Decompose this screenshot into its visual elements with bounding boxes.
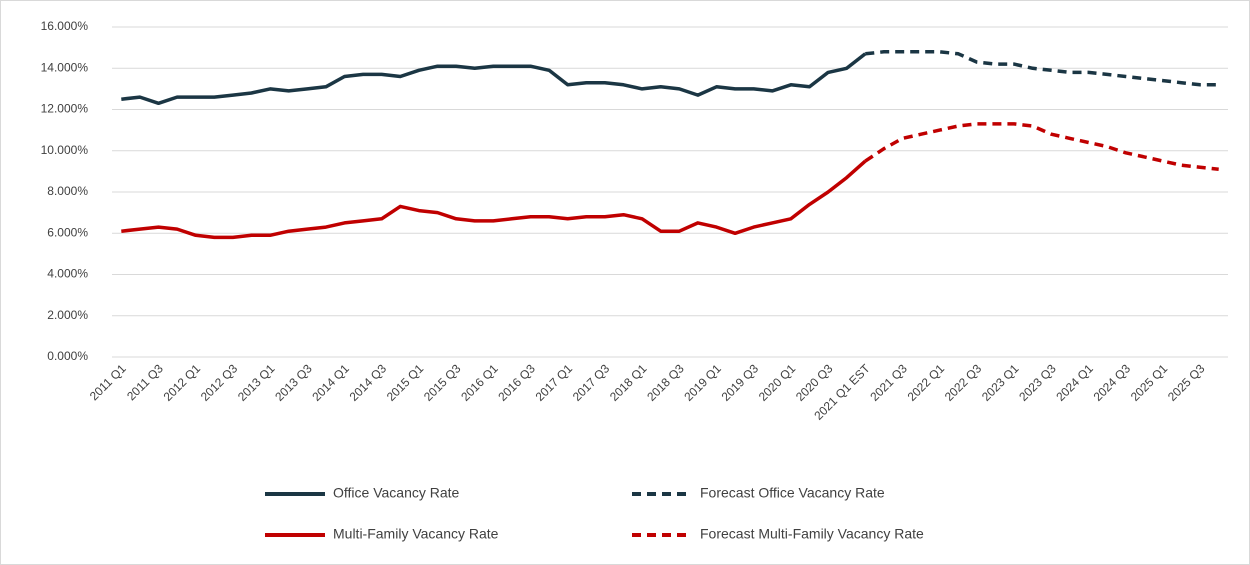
y-tick-label: 6.000%	[47, 225, 88, 239]
legend: Office Vacancy Rate Forecast Office Vacan…	[265, 485, 924, 542]
y-tick-label: 4.000%	[47, 267, 88, 281]
legend-label: Office Vacancy Rate	[333, 485, 460, 501]
y-tick-label: 0.000%	[47, 349, 88, 363]
y-tick-label: 10.000%	[41, 143, 89, 157]
legend-label: Forecast Office Vacancy Rate	[700, 485, 885, 501]
y-tick-label: 8.000%	[47, 184, 88, 198]
y-tick-label: 14.000%	[41, 60, 89, 74]
legend-label: Forecast Multi-Family Vacancy Rate	[700, 526, 924, 542]
series-line	[864, 122, 1219, 172]
legend-label: Multi-Family Vacancy Rate	[333, 526, 499, 542]
series-line	[121, 159, 867, 240]
y-tick-label: 16.000%	[41, 19, 89, 33]
y-tick-label: 2.000%	[47, 308, 88, 322]
y-tick-label: 12.000%	[41, 102, 89, 116]
series-line	[121, 52, 867, 106]
